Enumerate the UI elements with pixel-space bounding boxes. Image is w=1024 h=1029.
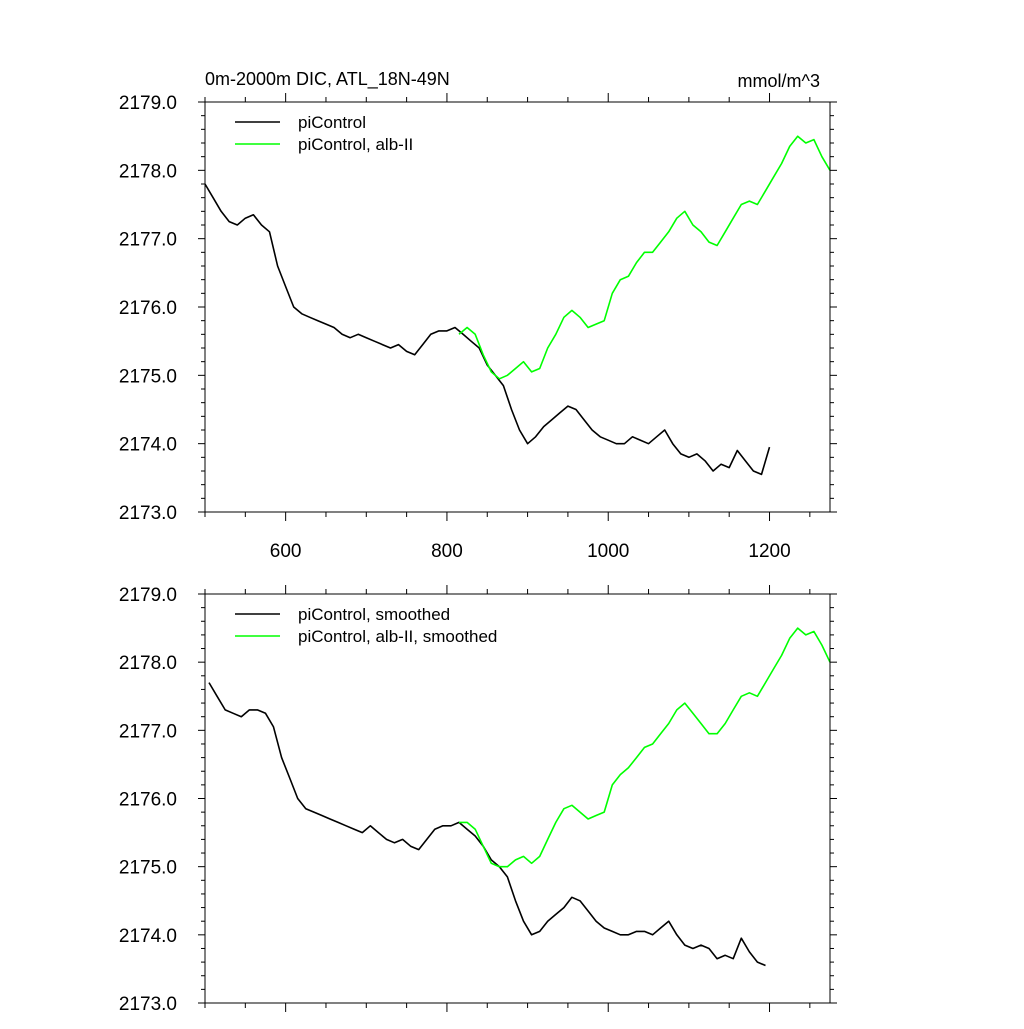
x-tick-label: 800: [431, 541, 463, 562]
y-tick-label: 2176.0: [119, 790, 177, 811]
y-tick-label: 2179.0: [119, 585, 177, 606]
y-tick-label: 2176.0: [119, 298, 177, 319]
series-line-1: [208, 682, 766, 967]
y-tick-label: 2174.0: [119, 435, 177, 456]
y-tick-label: 2174.0: [119, 926, 177, 947]
x-tick-label: 1200: [748, 541, 790, 562]
y-tick-label: 2177.0: [119, 721, 177, 742]
y-tick-label: 2177.0: [119, 230, 177, 251]
plot-frame: [204, 593, 831, 1004]
y-tick-label: 2175.0: [119, 366, 177, 387]
series-line-1: [204, 183, 771, 476]
y-tick-label: 2178.0: [119, 653, 177, 674]
series-line-2: [458, 135, 831, 380]
chart-title: 0m-2000m DIC, ATL_18N-49N: [205, 69, 450, 90]
y-tick-label: 2173.0: [119, 503, 177, 524]
y-tick-label: 2175.0: [119, 858, 177, 879]
units-label: mmol/m^3: [738, 71, 820, 91]
series-line-2: [459, 627, 831, 868]
y-tick-label: 2173.0: [119, 994, 177, 1015]
legend-label-2: piControl, alb-II, smoothed: [298, 627, 497, 646]
legend: piControl piControl, alb-II: [235, 113, 413, 154]
legend-label-1: piControl, smoothed: [298, 605, 450, 624]
y-tick-label: 2178.0: [119, 161, 177, 182]
x-tick-label: 1000: [587, 541, 629, 562]
legend: piControl, smoothed piControl, alb-II, sm…: [235, 605, 497, 646]
plot-frame: [204, 101, 831, 513]
chart-panel-1: 2173.0 2174.0 2175.0 2176.0 2177.0 2178.0 2179…: [119, 69, 837, 562]
legend-label-1: piControl: [298, 113, 366, 132]
legend-label-2: piControl, alb-II: [298, 135, 413, 154]
x-tick-label: 600: [270, 541, 302, 562]
y-tick-label: 2179.0: [119, 93, 177, 114]
chart-panel-2: 2173.0 2174.0 2175.0 2176.0 2177.0 2178.0 2179…: [119, 585, 837, 1015]
